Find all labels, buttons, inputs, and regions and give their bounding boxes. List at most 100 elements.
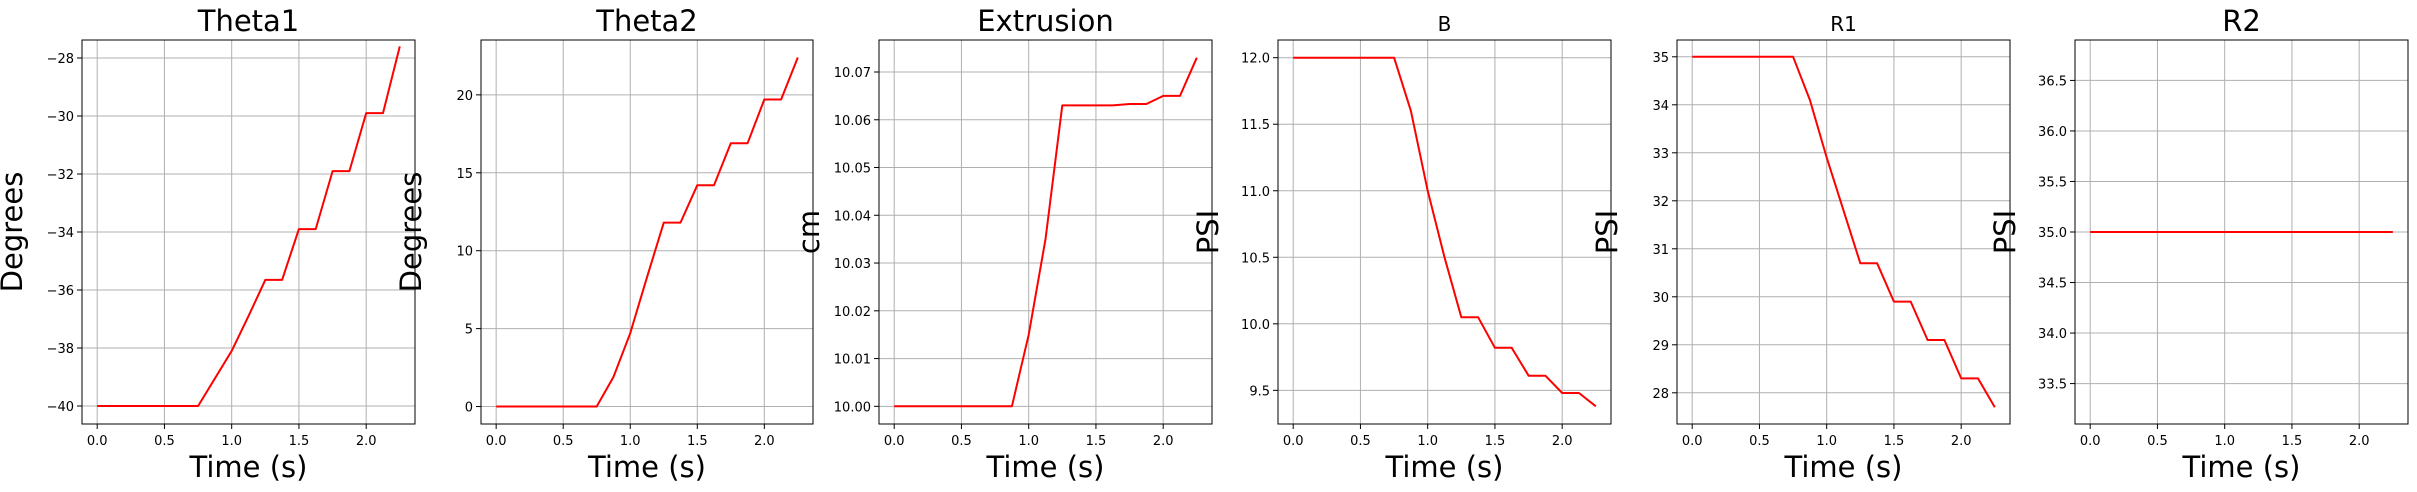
y-tick-label: 9.5: [1249, 384, 1270, 399]
y-axis-label: PSI: [1988, 210, 2022, 254]
x-tick-label: 1.0: [2214, 434, 2235, 449]
y-tick-label: −28: [47, 52, 74, 67]
series-line: [496, 57, 799, 408]
y-tick-label: 30: [1652, 291, 1669, 306]
y-tick-label: 20: [456, 89, 473, 104]
x-tick-label: 1.0: [620, 434, 641, 449]
chart-title: Theta1: [197, 4, 300, 38]
y-tick-label: 34.0: [2038, 327, 2067, 342]
x-tick-label: 0.5: [154, 434, 175, 449]
x-tick-label: 1.0: [221, 434, 242, 449]
y-tick-label: 34.5: [2038, 277, 2067, 292]
axes-frame: [1277, 39, 1612, 425]
series-line: [1692, 55, 1996, 408]
x-tick-label: 0.5: [2147, 434, 2168, 449]
y-tick-label: 10.00: [834, 400, 871, 415]
y-tick-label: 12.0: [1241, 52, 1270, 67]
x-tick-label: 0.0: [1283, 434, 1304, 449]
y-tick-label: −40: [47, 400, 74, 415]
y-tick-label: −38: [47, 342, 74, 357]
x-tick-label: 1.0: [1417, 434, 1438, 449]
x-tick-label: 2.0: [1153, 434, 1174, 449]
chart-panel: 0.0 0.5 1.0 1.5 2.0 10.00 10.01 10.02 10.03 10.04…: [792, 4, 1213, 484]
chart-panel: 0.0 0.5 1.0 1.5 2.0 33.5 34.0 34.5 35.0 35.5 36.0 3…: [1988, 4, 2409, 484]
x-tick-label: 0.5: [1749, 434, 1770, 449]
x-tick-label: 2.0: [2349, 434, 2370, 449]
x-tick-label: 0.0: [486, 434, 507, 449]
y-tick-label: −34: [47, 226, 74, 241]
y-tick-label: 10.0: [1241, 318, 1270, 333]
axes-frame: [480, 39, 814, 425]
y-tick-label: 36.5: [2038, 74, 2067, 89]
y-tick-label: 32: [1652, 195, 1669, 210]
y-tick-label: 10.04: [834, 209, 871, 224]
x-tick-label: 0.0: [1682, 434, 1703, 449]
chart-panel: 0.0 0.5 1.0 1.5 2.0 0 5 10 15 20 Theta2 Time (s) Deg…: [394, 4, 814, 484]
y-axis-label: Degrees: [394, 172, 428, 293]
x-tick-label: 1.5: [1884, 434, 1905, 449]
y-tick-label: −32: [47, 168, 74, 183]
y-tick-label: 10: [456, 245, 473, 260]
y-tick-label: 35.5: [2038, 175, 2067, 190]
y-tick-label: 15: [456, 167, 473, 182]
chart-title: B: [1438, 12, 1452, 36]
y-tick-label: 10.03: [834, 257, 871, 272]
chart-title: Extrusion: [977, 4, 1113, 38]
x-tick-label: 2.0: [356, 434, 377, 449]
y-tick-label: 10.06: [834, 114, 871, 129]
x-axis-label: Time (s): [2182, 450, 2301, 484]
chart-panel: 0.0 0.5 1.0 1.5 2.0 28 29 30 31 32 33 34 35 R1 Time (s…: [1590, 12, 2011, 484]
series-line: [1293, 56, 1597, 408]
x-axis-label: Time (s): [986, 450, 1105, 484]
y-tick-label: 11.0: [1241, 185, 1270, 200]
y-tick-label: 10.05: [834, 162, 871, 177]
y-axis-label: PSI: [1590, 210, 1624, 254]
x-tick-label: 1.5: [1086, 434, 1107, 449]
chart-title: R1: [1830, 12, 1857, 36]
y-tick-label: 10.01: [834, 353, 871, 368]
x-tick-label: 1.5: [687, 434, 708, 449]
y-tick-label: 0: [465, 401, 473, 416]
y-tick-label: 28: [1652, 387, 1669, 402]
x-tick-label: 2.0: [1951, 434, 1972, 449]
x-tick-label: 0.0: [2080, 434, 2101, 449]
x-tick-label: 1.5: [289, 434, 310, 449]
chart-panel: 0.0 0.5 1.0 1.5 2.0 9.5 10.0 10.5 11.0 11.5 12.0 B T…: [1191, 12, 1612, 484]
x-axis-label: Time (s): [1385, 450, 1504, 484]
y-tick-label: 35.0: [2038, 226, 2067, 241]
y-axis-label: cm: [792, 210, 826, 254]
y-tick-label: 10.02: [834, 305, 871, 320]
y-tick-label: 34: [1652, 99, 1669, 114]
y-tick-label: −36: [47, 284, 74, 299]
y-tick-label: 10.07: [834, 66, 871, 81]
chart-title: R2: [2222, 4, 2261, 38]
y-tick-label: 11.5: [1241, 118, 1270, 133]
x-tick-label: 1.5: [1485, 434, 1506, 449]
y-tick-label: 33.5: [2038, 378, 2067, 393]
x-tick-label: 0.0: [87, 434, 108, 449]
y-tick-label: −30: [47, 110, 74, 125]
y-tick-label: 31: [1652, 243, 1669, 258]
x-tick-label: 0.5: [951, 434, 972, 449]
y-tick-label: 33: [1652, 147, 1669, 162]
axes-frame: [1676, 39, 2011, 425]
x-tick-label: 1.0: [1816, 434, 1837, 449]
y-tick-label: 36.0: [2038, 125, 2067, 140]
x-tick-label: 2.0: [754, 434, 775, 449]
x-axis-label: Time (s): [587, 450, 706, 484]
x-tick-label: 1.0: [1018, 434, 1039, 449]
y-tick-label: 10.5: [1241, 251, 1270, 266]
axes-frame: [878, 39, 1213, 425]
series-line: [894, 57, 1198, 408]
series-line: [97, 46, 401, 407]
x-axis-label: Time (s): [1784, 450, 1903, 484]
y-tick-label: 29: [1652, 339, 1669, 354]
y-axis-label: PSI: [1191, 210, 1225, 254]
x-tick-label: 0.0: [884, 434, 905, 449]
x-tick-label: 0.5: [1350, 434, 1371, 449]
y-tick-label: 5: [465, 323, 473, 338]
x-axis-label: Time (s): [189, 450, 308, 484]
x-tick-label: 2.0: [1552, 434, 1573, 449]
y-axis-label: Degrees: [0, 172, 29, 293]
